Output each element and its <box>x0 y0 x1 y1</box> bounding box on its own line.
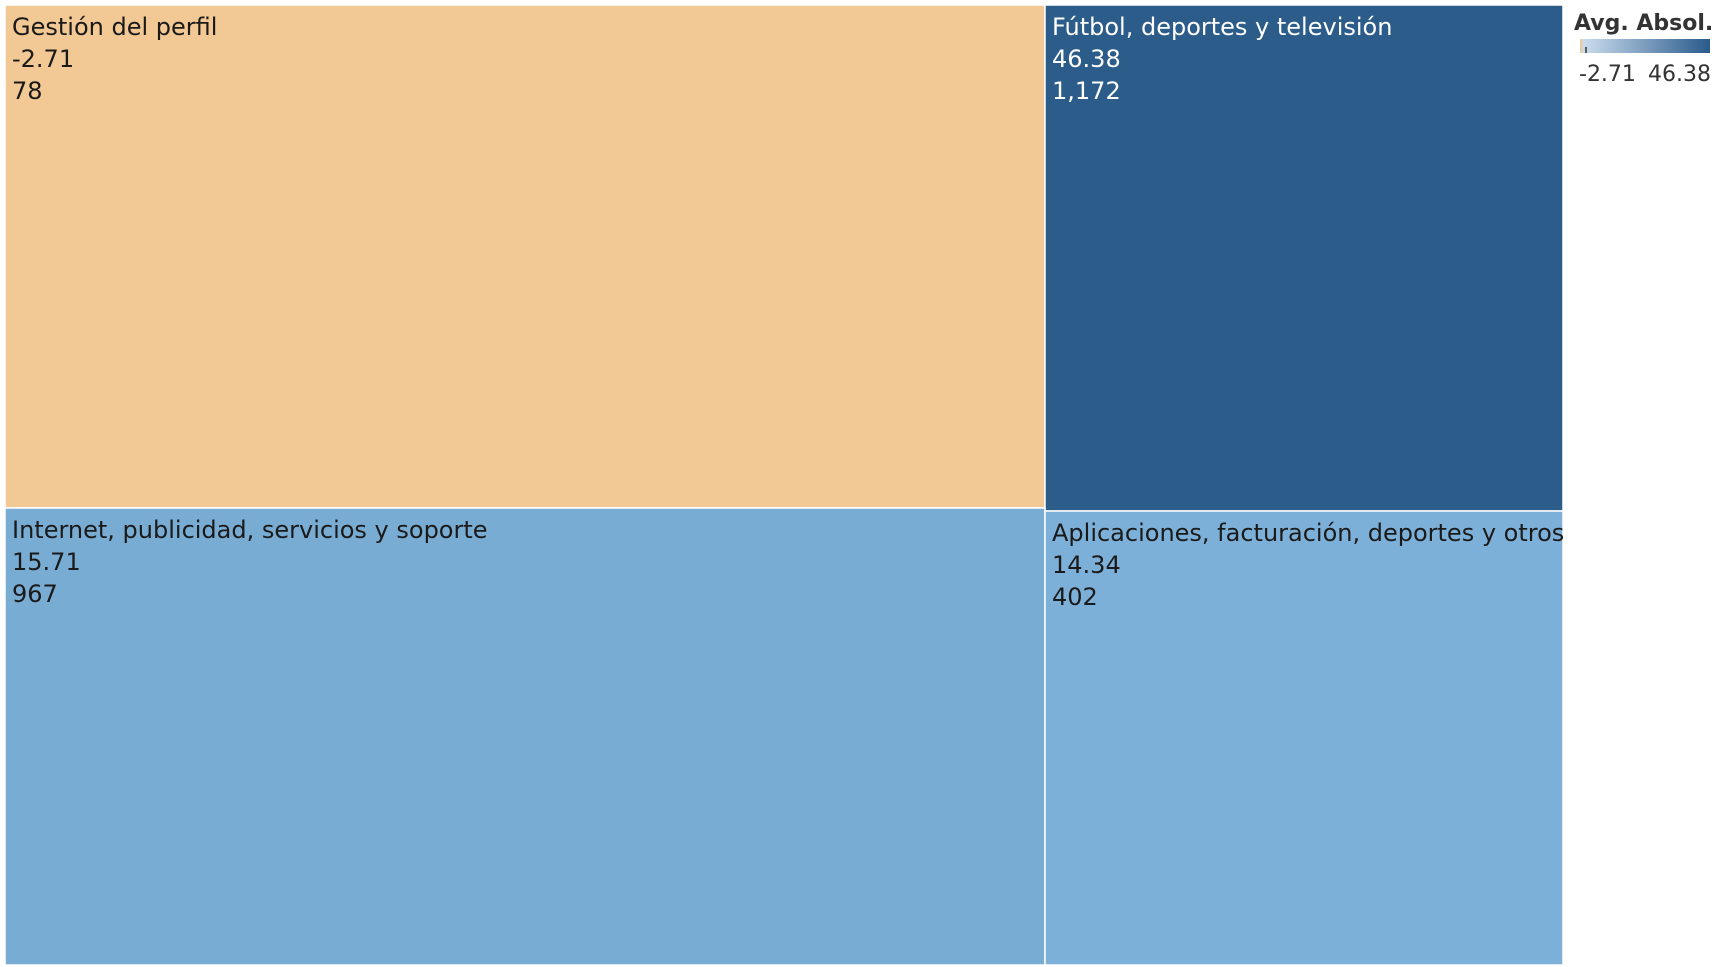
legend-title: Avg. Absol.. <box>1574 11 1714 36</box>
color-legend: Avg. Absol.. -2.71 46.38 <box>1574 11 1714 87</box>
legend-max-label: 46.38 <box>1648 62 1711 87</box>
tile-rect[interactable] <box>1044 510 1564 966</box>
tile-count-label: 402 <box>1052 583 1098 611</box>
tile-avg-label: 46.38 <box>1052 45 1121 73</box>
tile-futbol-deportes-television[interactable]: Fútbol, deportes y televisión 46.38 1,172 <box>1044 4 1564 512</box>
tile-name-label: Aplicaciones, facturación, deportes y ot… <box>1052 519 1564 547</box>
treemap-tiles: Gestión del perfil -2.71 78 Fútbol, deporte… <box>4 4 1564 966</box>
tile-gestion-del-perfil[interactable]: Gestión del perfil -2.71 78 <box>4 4 1046 509</box>
tile-count-label: 78 <box>12 77 43 105</box>
tile-count-label: 1,172 <box>1052 77 1121 105</box>
tile-internet-publicidad-servicios-soporte[interactable]: Internet, publicidad, servicios y soport… <box>4 507 1046 966</box>
tile-avg-label: 14.34 <box>1052 551 1121 579</box>
tile-name-label: Gestión del perfil <box>12 13 217 41</box>
legend-gradient-bar <box>1580 39 1710 53</box>
tile-name-label: Fútbol, deportes y televisión <box>1052 13 1392 41</box>
tile-avg-label: -2.71 <box>12 45 74 73</box>
tile-rect[interactable] <box>4 507 1046 966</box>
tile-name-label: Internet, publicidad, servicios y soport… <box>12 516 488 544</box>
legend-min-label: -2.71 <box>1579 62 1636 87</box>
tile-rect[interactable] <box>4 4 1046 509</box>
tile-rect[interactable] <box>1044 4 1564 512</box>
tile-aplicaciones-facturacion-deportes-otros[interactable]: Aplicaciones, facturación, deportes y ot… <box>1044 510 1564 966</box>
tile-count-label: 967 <box>12 580 58 608</box>
tile-avg-label: 15.71 <box>12 548 81 576</box>
